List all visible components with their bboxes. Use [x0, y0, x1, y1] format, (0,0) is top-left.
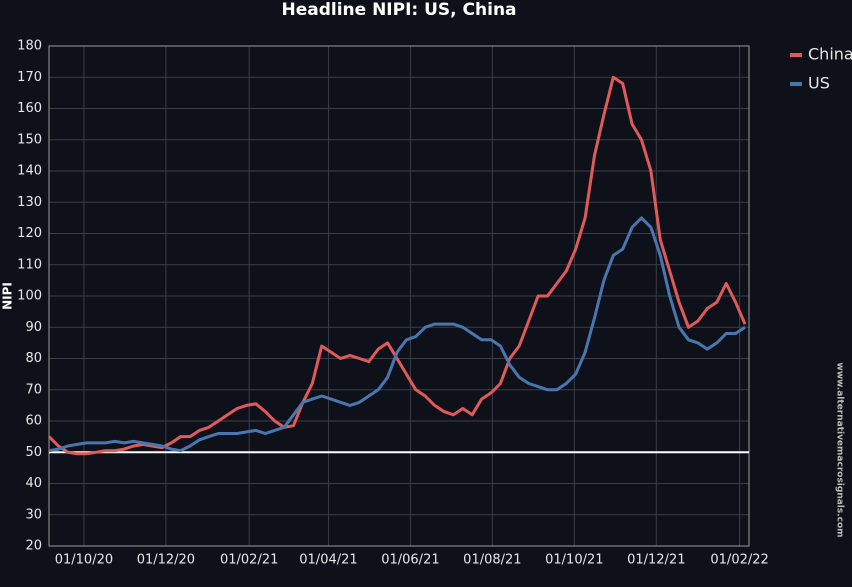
- y-tick-label: 70: [25, 382, 42, 397]
- legend-label: China: [808, 45, 852, 64]
- y-tick-label: 170: [17, 70, 42, 85]
- x-tick-label: 01/02/22: [710, 553, 768, 568]
- x-tick-label: 01/12/20: [137, 553, 195, 568]
- legend-label: US: [808, 74, 830, 93]
- y-axis-label: NIPI: [1, 282, 15, 310]
- y-tick-label: 50: [25, 445, 42, 460]
- x-tick-label: 01/04/21: [299, 553, 357, 568]
- y-tick-label: 20: [25, 539, 42, 554]
- x-tick-label: 01/10/21: [545, 553, 603, 568]
- y-tick-label: 140: [17, 164, 42, 179]
- y-tick-label: 80: [25, 351, 42, 366]
- y-tick-label: 130: [17, 195, 42, 210]
- y-tick-label: 160: [17, 101, 42, 116]
- y-tick-label: 40: [25, 476, 42, 491]
- x-tick-label: 01/02/21: [220, 553, 278, 568]
- y-tick-label: 60: [25, 414, 42, 429]
- y-tick-label: 90: [25, 320, 42, 335]
- y-tick-label: 30: [25, 507, 42, 522]
- y-tick-label: 110: [17, 257, 42, 272]
- x-tick-label: 01/08/21: [463, 553, 521, 568]
- y-tick-label: 150: [17, 132, 42, 147]
- x-tick-label: 01/10/20: [55, 553, 113, 568]
- y-tick-label: 120: [17, 226, 42, 241]
- y-tick-label: 180: [17, 39, 42, 54]
- line-series: [48, 216, 746, 453]
- watermark: www.alternativemacrosignals.com: [835, 362, 845, 537]
- plot-border: [48, 45, 750, 547]
- chart-title: Headline NIPI: US, China: [281, 0, 516, 20]
- x-tick-label: 01/06/21: [381, 553, 439, 568]
- x-tick-label: 01/12/21: [627, 553, 685, 568]
- y-tick-label: 100: [17, 289, 42, 304]
